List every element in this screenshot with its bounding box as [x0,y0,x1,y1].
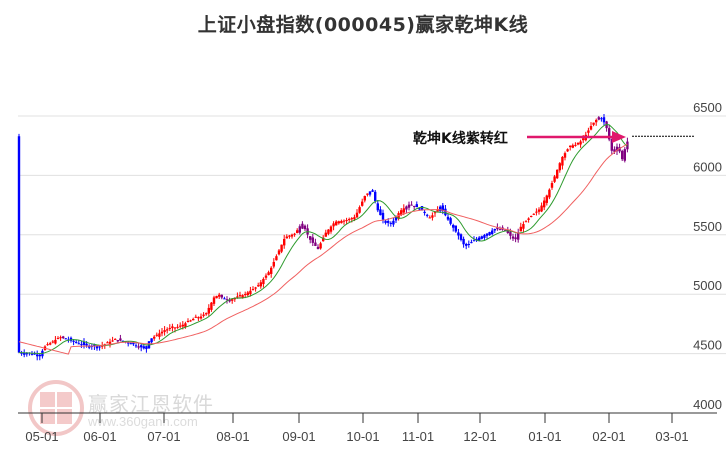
y-tick-label: 5000 [693,278,722,293]
long-ma-line [18,143,628,355]
x-tick-label: 07-01 [147,429,180,444]
x-tick-label: 10-01 [346,429,379,444]
candles [17,114,629,361]
arrowhead-icon [612,131,626,143]
chart-title: 上证小盘指数(000045)赢家乾坤K线 [197,14,529,36]
x-tick-label: 08-01 [216,429,249,444]
x-tick-label: 02-01 [592,429,625,444]
x-tick-label: 12-01 [463,429,496,444]
y-tick-label: 4000 [693,397,722,412]
y-tick-label: 5500 [693,219,722,234]
short-ma-line [18,123,628,355]
x-tick-label: 11-01 [402,429,434,444]
x-tick-label: 01-01 [528,429,561,444]
y-tick-label: 6500 [693,100,722,115]
x-tick-label: 06-01 [83,429,116,444]
watermark-name: 赢家江恩软件 [88,392,214,416]
x-tick-label: 05-01 [25,429,58,444]
watermark-url: www.360gann.com [88,414,198,429]
x-tick-label: 03-01 [655,429,688,444]
y-tick-label: 4500 [693,338,722,353]
annotation-label: 乾坤K线紫转红 [413,131,508,147]
x-tick-label: 09-01 [282,429,315,444]
y-tick-label: 6000 [693,159,722,174]
